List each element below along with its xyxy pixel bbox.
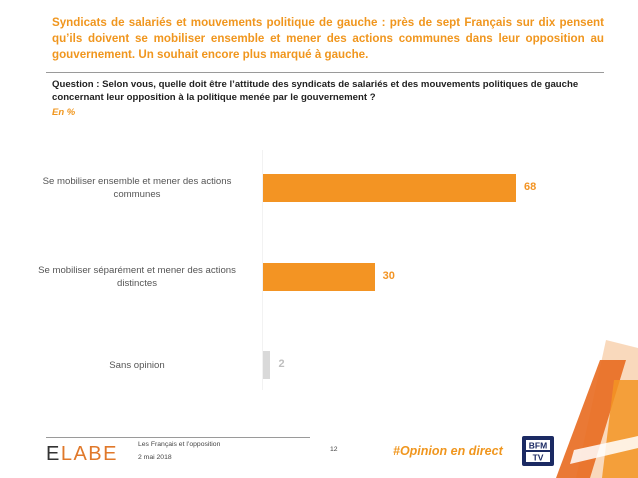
bar <box>263 174 516 202</box>
value-label: 2 <box>278 358 285 370</box>
svg-text:BFM: BFM <box>529 441 547 451</box>
opinion-hashtag: #Opinion en direct <box>393 444 503 458</box>
bfmtv-logo-icon: BFM TV <box>522 436 554 466</box>
svg-text:TV: TV <box>533 453 544 463</box>
bar <box>263 351 271 379</box>
footer-divider <box>46 437 310 438</box>
category-label: Sans opinion <box>109 359 165 371</box>
value-label: 68 <box>523 181 537 193</box>
source-title: Les Français et l’opposition <box>138 441 221 448</box>
decorative-triangle-icon <box>556 340 638 478</box>
unit-label: En % <box>52 107 76 118</box>
category-label: Se mobiliser ensemble et mener des actio… <box>42 176 232 200</box>
elabe-logo: ELABE <box>46 443 118 465</box>
chart-axis <box>262 150 263 390</box>
source-date: 2 mai 2018 <box>138 454 172 461</box>
page-number: 12 <box>330 446 338 453</box>
category-label: Se mobiliser séparément et mener des act… <box>38 265 236 289</box>
survey-question: Question : Selon vous, quelle doit être … <box>52 79 579 103</box>
page-headline: Syndicats de salariés et mouvements poli… <box>52 16 604 61</box>
header-divider <box>46 72 604 73</box>
bar <box>263 263 375 291</box>
value-label: 30 <box>382 270 395 282</box>
